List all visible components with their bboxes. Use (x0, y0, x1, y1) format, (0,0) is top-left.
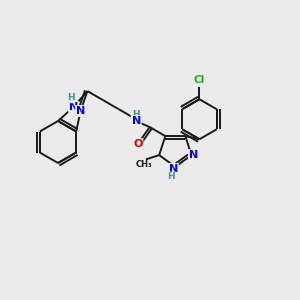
Text: H: H (132, 110, 140, 118)
Text: N: N (69, 102, 78, 112)
Text: H: H (167, 172, 175, 182)
Text: N: N (169, 164, 178, 174)
Text: N: N (76, 106, 85, 116)
Text: H: H (67, 93, 74, 102)
Text: CH₃: CH₃ (136, 160, 152, 169)
Text: Cl: Cl (194, 75, 205, 85)
Text: N: N (189, 150, 198, 160)
Text: N: N (131, 116, 141, 126)
Text: O: O (133, 139, 142, 149)
